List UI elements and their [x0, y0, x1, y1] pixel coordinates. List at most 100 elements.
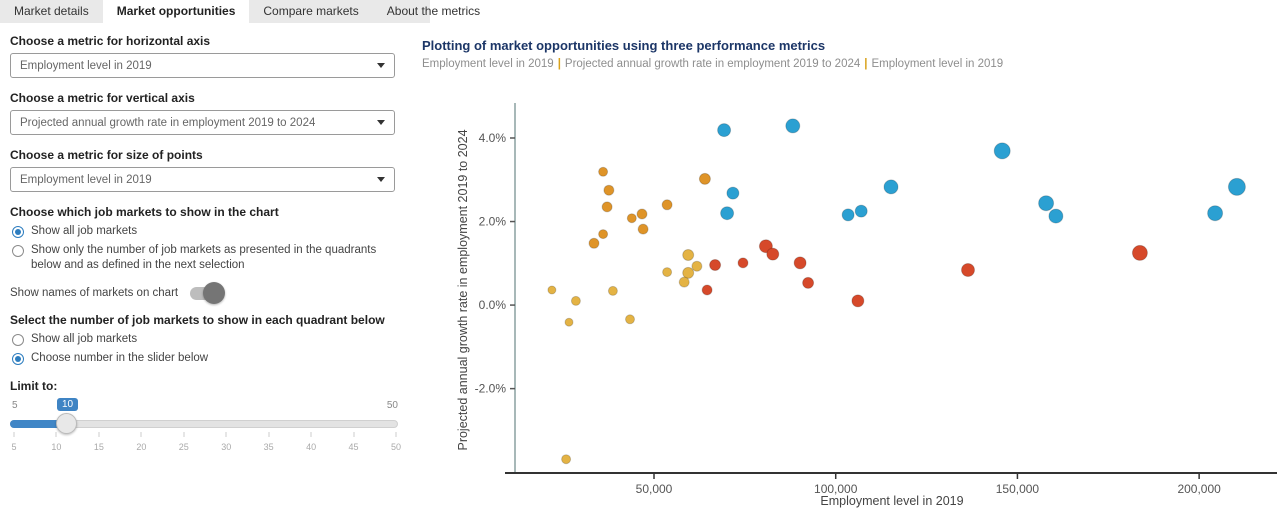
- y-tick-label: -2.0%: [475, 382, 507, 396]
- data-point-red-markets[interactable]: [766, 247, 780, 261]
- data-point-gold-markets[interactable]: [682, 266, 695, 279]
- slider-grid-label: 50: [390, 441, 402, 452]
- data-point-orange-markets[interactable]: [603, 184, 615, 196]
- size-metric-value: Employment level in 2019: [20, 173, 152, 186]
- tab-about-the-metrics[interactable]: About the metrics: [386, 4, 481, 18]
- data-point-blue-markets[interactable]: [717, 123, 732, 138]
- data-point-gold-markets[interactable]: [561, 454, 572, 465]
- data-point-gold-markets[interactable]: [625, 314, 635, 325]
- x-axis-label: Employment level in 2019: [820, 494, 963, 508]
- data-point-orange-markets[interactable]: [637, 223, 649, 235]
- subtitle-separator: |: [864, 58, 868, 70]
- data-point-blue-markets[interactable]: [1207, 205, 1224, 222]
- data-point-orange-markets[interactable]: [598, 229, 609, 240]
- data-point-gold-markets[interactable]: [564, 317, 574, 327]
- radio-label: Choose number in the slider below: [31, 351, 209, 364]
- data-point-orange-markets[interactable]: [661, 199, 673, 211]
- tab-bar: Market details Market opportunities Comp…: [0, 0, 480, 23]
- horizontal-axis-select[interactable]: Employment level in 2019: [10, 53, 395, 78]
- slider-grid-label: 35: [263, 441, 274, 452]
- size-metric-select[interactable]: Employment level in 2019: [10, 167, 395, 192]
- slider-grid-label: 45: [348, 441, 359, 452]
- sidebar: Choose a metric for horizontal axis Empl…: [10, 34, 401, 456]
- data-point-blue-markets[interactable]: [785, 118, 801, 134]
- radio-quadrant-show-all[interactable]: Show all job markets: [10, 332, 400, 347]
- data-point-blue-markets[interactable]: [720, 206, 735, 221]
- x-tick-label: 50,000: [636, 482, 673, 496]
- subtitle-metric-x: Employment level in 2019: [422, 58, 554, 70]
- markets-filter-label: Choose which job markets to show in the …: [10, 205, 279, 219]
- data-point-blue-markets[interactable]: [883, 179, 899, 195]
- slider-grid-label: 10: [51, 441, 62, 452]
- chart-title: Plotting of market opportunities using t…: [422, 38, 826, 53]
- chevron-down-icon: [377, 120, 385, 125]
- slider-grid-mark: [98, 431, 100, 437]
- slider-grid-mark: [310, 431, 312, 437]
- data-point-red-markets[interactable]: [701, 284, 713, 296]
- slider-grid-label: 25: [178, 441, 189, 452]
- y-axis-label: Projected annual growth rate in employme…: [456, 129, 470, 450]
- vertical-axis-select[interactable]: Projected annual growth rate in employme…: [10, 110, 395, 135]
- size-metric-label: Choose a metric for size of points: [10, 148, 203, 162]
- slider-grid-label: 20: [136, 441, 147, 452]
- slider-grid-mark: [183, 431, 185, 437]
- data-point-red-markets[interactable]: [793, 256, 807, 270]
- tab-market-details[interactable]: Market details: [14, 4, 89, 18]
- chevron-down-icon: [377, 63, 385, 68]
- data-point-gold-markets[interactable]: [607, 285, 618, 296]
- slider-grid-label: 5: [11, 441, 17, 452]
- data-point-orange-markets[interactable]: [698, 172, 711, 185]
- data-point-orange-markets[interactable]: [601, 201, 613, 213]
- show-names-label: Show names of markets on chart: [10, 287, 179, 300]
- data-point-blue-markets[interactable]: [854, 204, 868, 218]
- data-point-gold-markets[interactable]: [678, 276, 690, 288]
- data-point-blue-markets[interactable]: [841, 208, 855, 222]
- subtitle-separator: |: [557, 58, 561, 70]
- tab-market-opportunities[interactable]: Market opportunities: [102, 0, 250, 23]
- data-point-gold-markets[interactable]: [682, 249, 695, 261]
- data-point-orange-markets[interactable]: [598, 166, 609, 177]
- slider-grid-mark: [140, 431, 142, 437]
- data-point-red-markets[interactable]: [1131, 244, 1148, 261]
- limit-label: Limit to:: [10, 378, 58, 393]
- slider-grid-label: 30: [221, 441, 232, 452]
- radio-show-limited-markets[interactable]: Show only the number of job markets as p…: [10, 243, 400, 273]
- data-point-blue-markets[interactable]: [1038, 195, 1055, 212]
- y-tick-label: 0.0%: [479, 298, 507, 312]
- slider-grid: 5 10 15 20 25 30 35 40 45 50: [11, 431, 401, 452]
- data-point-red-markets[interactable]: [802, 276, 815, 289]
- radio-icon: [12, 226, 24, 238]
- show-names-toggle[interactable]: [190, 281, 226, 304]
- slider-grid-mark: [13, 431, 15, 437]
- data-point-gold-markets[interactable]: [570, 295, 581, 306]
- data-point-orange-markets[interactable]: [636, 208, 648, 220]
- chevron-down-icon: [377, 177, 385, 182]
- data-point-red-markets[interactable]: [737, 257, 749, 269]
- vertical-axis-label: Choose a metric for vertical axis: [10, 91, 195, 105]
- data-point-orange-markets[interactable]: [588, 237, 600, 249]
- data-point-gold-markets[interactable]: [691, 260, 703, 272]
- horizontal-axis-value: Employment level in 2019: [20, 59, 152, 72]
- subtitle-metric-y: Projected annual growth rate in employme…: [564, 58, 861, 70]
- slider-grid-mark: [395, 431, 397, 437]
- data-point-blue-markets[interactable]: [1227, 177, 1246, 196]
- data-point-blue-markets[interactable]: [726, 186, 740, 200]
- radio-icon: [12, 333, 24, 346]
- tab-compare-markets[interactable]: Compare markets: [263, 4, 359, 18]
- data-point-gold-markets[interactable]: [547, 285, 557, 295]
- show-names-row: Show names of markets on chart: [10, 281, 400, 304]
- slider-handle[interactable]: [56, 412, 77, 434]
- data-point-blue-markets[interactable]: [993, 142, 1011, 160]
- radio-quadrant-slider[interactable]: Choose number in the slider below: [10, 351, 400, 366]
- data-point-red-markets[interactable]: [851, 294, 865, 308]
- radio-show-all-markets[interactable]: Show all job markets: [10, 224, 400, 239]
- slider-grid-mark: [353, 431, 355, 437]
- y-tick-label: 2.0%: [479, 215, 507, 229]
- data-point-blue-markets[interactable]: [1048, 208, 1064, 224]
- radio-icon: [12, 352, 24, 365]
- data-point-red-markets[interactable]: [709, 259, 722, 271]
- data-point-gold-markets[interactable]: [662, 267, 673, 278]
- data-point-orange-markets[interactable]: [626, 213, 637, 224]
- data-point-red-markets[interactable]: [961, 263, 975, 277]
